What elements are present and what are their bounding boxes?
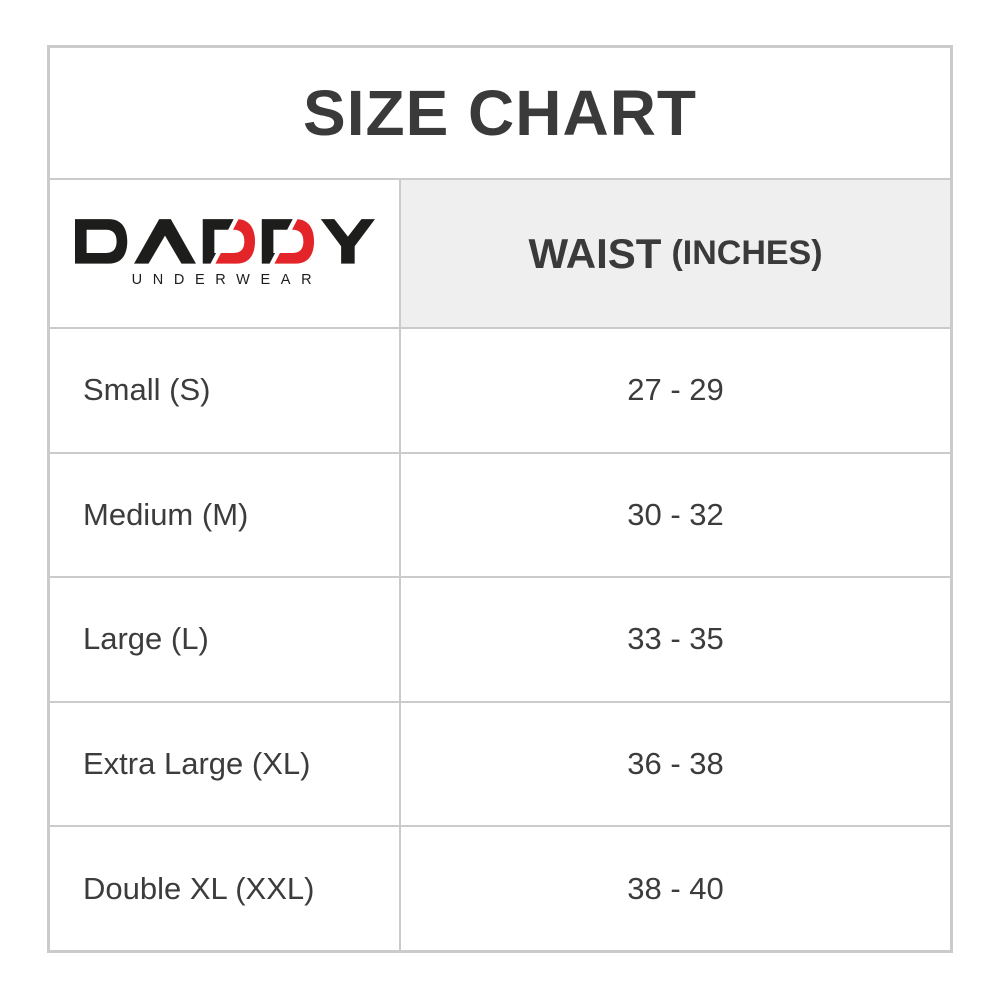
logo-letter-d3: [261, 218, 314, 264]
size-label: Double XL (XXL): [83, 870, 315, 906]
size-chart-table: SIZE CHART: [47, 45, 953, 953]
logo-letter-d1: [74, 218, 127, 264]
waist-header-unit: (INCHES): [671, 234, 823, 272]
size-label: Extra Large (XL): [83, 746, 311, 782]
waist-value: 30 - 32: [627, 496, 724, 532]
logo-letter-y: [320, 218, 375, 264]
waist-value: 36 - 38: [627, 746, 724, 782]
table-header-row: UNDERWEAR WAIST (INCHES): [50, 178, 950, 327]
waist-header-label: WAIST: [528, 229, 662, 277]
title-row: SIZE CHART: [50, 48, 950, 178]
page-title: SIZE CHART: [303, 77, 697, 149]
waist-value: 38 - 40: [627, 870, 724, 906]
brand-wordmark: UNDERWEAR: [74, 218, 375, 288]
table-row: Large (L) 33 - 35: [50, 576, 950, 701]
logo-letter-a: [133, 218, 196, 264]
brand-logo-cell: UNDERWEAR: [50, 180, 399, 327]
waist-value: 33 - 35: [627, 621, 724, 657]
size-label: Large (L): [83, 621, 209, 657]
logo-tagline: UNDERWEAR: [131, 272, 322, 288]
table-row: Medium (M) 30 - 32: [50, 451, 950, 577]
daddy-underwear-logo: UNDERWEAR: [74, 218, 375, 289]
waist-header-cell: WAIST (INCHES): [399, 180, 950, 327]
logo-letter-d2: [202, 218, 255, 264]
table-row: Double XL (XXL) 38 - 40: [50, 825, 950, 950]
waist-value: 27 - 29: [627, 372, 724, 408]
table-row: Small (S) 27 - 29: [50, 327, 950, 452]
table-row: Extra Large (XL) 36 - 38: [50, 700, 950, 826]
size-label: Small (S): [83, 372, 211, 408]
size-label: Medium (M): [83, 496, 249, 532]
